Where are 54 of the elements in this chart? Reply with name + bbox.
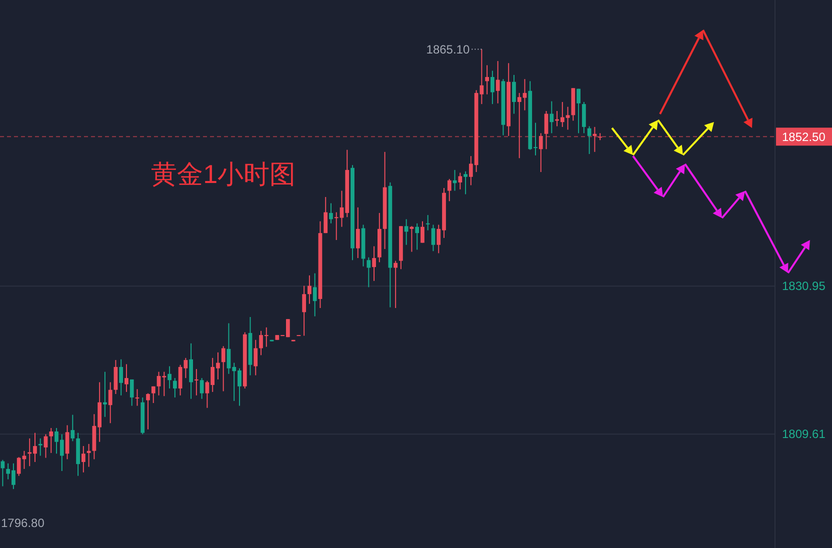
candlestick: [464, 170, 468, 195]
candlestick: [194, 368, 198, 396]
candlestick: [324, 196, 328, 234]
candlestick: [221, 346, 226, 392]
candlestick: [38, 438, 42, 456]
candlestick: [538, 132, 543, 173]
candlestick: [458, 172, 462, 190]
candlestick: [485, 64, 490, 95]
candlestick: [172, 378, 177, 398]
candlestick: [447, 178, 452, 202]
candlestick: [124, 364, 128, 392]
candlestick: [329, 202, 333, 224]
y-tick-label: 1809.61: [782, 427, 826, 442]
candlestick: [582, 101, 586, 134]
candlestick: [394, 260, 398, 308]
ref-line-label: 1852.50: [782, 130, 826, 144]
candlestick: [151, 386, 156, 404]
candlestick: [103, 371, 107, 418]
candlestick: [168, 366, 172, 389]
candlestick: [550, 100, 554, 134]
candlestick: [49, 427, 54, 454]
candlestick: [415, 222, 420, 250]
candlestick: [302, 285, 306, 336]
candlestick: [146, 392, 150, 430]
candlestick: [65, 424, 70, 460]
candlestick: [189, 342, 193, 400]
text: 黄金1小时图: [151, 159, 296, 189]
candlestick: [44, 434, 48, 458]
candlestick: [366, 256, 371, 288]
annotation: 1796.80: [1, 516, 45, 530]
candlestick: [200, 378, 204, 400]
candlestick: [130, 378, 134, 406]
candlestick: [404, 218, 408, 246]
y-tick-label: 1830.95: [782, 279, 826, 294]
candlestick: [426, 214, 430, 231]
candlestick: [576, 88, 580, 134]
candlestick: [70, 414, 75, 442]
candlestick: [108, 382, 112, 424]
candlestick: [308, 274, 312, 304]
candlestick: [431, 224, 436, 252]
candlestick: [372, 246, 376, 282]
candlestick: [254, 339, 258, 376]
candlestick: [490, 70, 494, 105]
candlestick: [81, 446, 86, 473]
candlestick: [496, 60, 500, 104]
candlestick: [119, 358, 124, 396]
candlestick: [544, 110, 548, 150]
candlestick: [420, 220, 424, 244]
candlestick: [587, 126, 592, 154]
candlestick: [512, 74, 516, 114]
candlestick: [312, 272, 317, 317]
candlestick: [114, 360, 118, 395]
candlestick: [356, 206, 360, 259]
annotation: 1865.10: [426, 42, 470, 56]
